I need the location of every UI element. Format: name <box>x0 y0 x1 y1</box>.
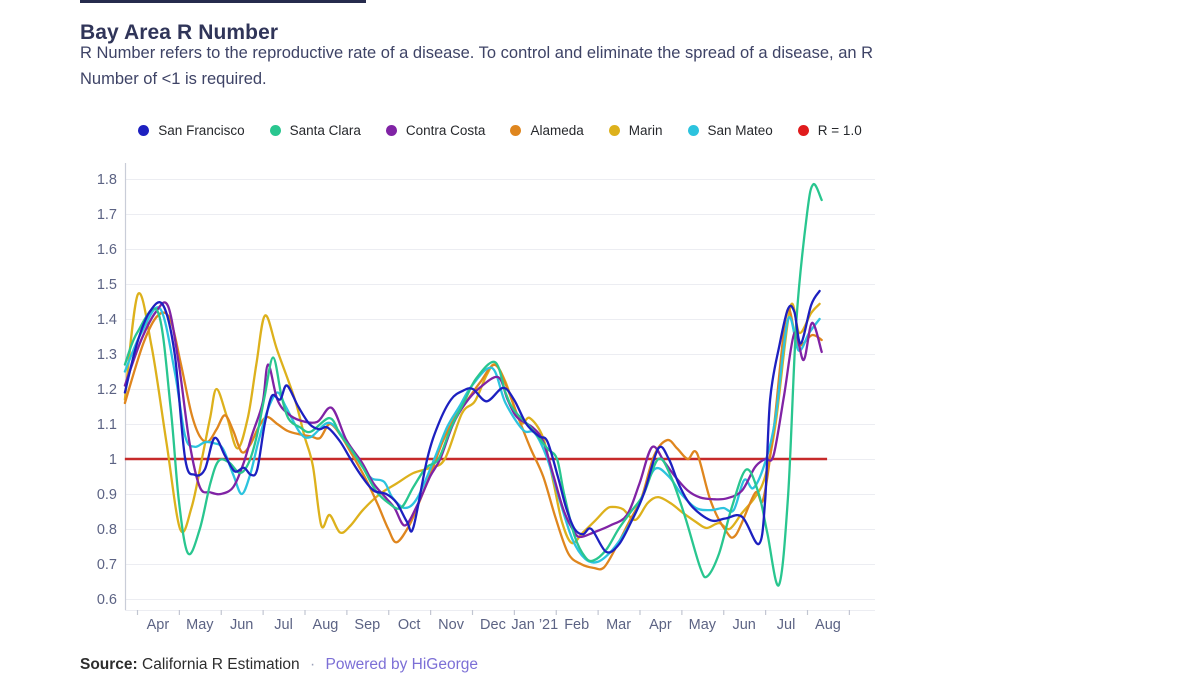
y-axis-label-1.7: 1.7 <box>97 207 117 223</box>
x-axis-label-aug: Aug <box>313 617 339 633</box>
y-axis-label-1.2: 1.2 <box>97 382 117 398</box>
series-line-san-mateo[interactable] <box>123 306 821 564</box>
x-axis-label-oct: Oct <box>398 617 421 633</box>
page-description-line-1: R Number refers to the reproductive rate… <box>80 44 874 62</box>
y-axis-label-0.7: 0.7 <box>97 557 117 573</box>
series-line-santa-clara[interactable] <box>123 183 823 587</box>
legend-label-alameda: Alameda <box>530 123 584 138</box>
y-axis-label-0.6: 0.6 <box>97 592 117 608</box>
legend-item-alameda[interactable]: Alameda <box>510 123 584 138</box>
x-axis-label-dec: Dec <box>480 617 506 633</box>
y-axis-label-1.5: 1.5 <box>97 277 117 293</box>
chart-legend: San Francisco Santa Clara Contra Costa Alam… <box>125 123 875 138</box>
x-axis-label-aug: Aug <box>815 617 841 633</box>
x-axis-label-nov: Nov <box>438 617 465 633</box>
legend-item-contra-costa[interactable]: Contra Costa <box>385 123 486 138</box>
legend-item-santa-clara[interactable]: Santa Clara <box>269 123 361 138</box>
clipped-element-top-edge <box>80 0 366 3</box>
x-axis-label-jun: Jun <box>732 617 755 633</box>
x-axis-label-jul: Jul <box>274 617 293 633</box>
y-axis-label-1.8: 1.8 <box>97 172 117 188</box>
page-description-line-2: Number of <1 is required. <box>80 70 267 88</box>
x-axis-label-mar: Mar <box>606 617 631 633</box>
x-axis-label-may: May <box>689 617 717 633</box>
x-axis-label-jun: Jun <box>230 617 253 633</box>
legend-item-san-mateo[interactable]: San Mateo <box>687 123 773 138</box>
page-title: Bay Area R Number <box>80 21 279 45</box>
source-label: Source: <box>80 656 138 673</box>
legend-dot-r-1-0 <box>797 125 809 136</box>
legend-label-contra-costa: Contra Costa <box>405 123 486 138</box>
legend-label-marin: Marin <box>628 123 663 138</box>
y-axis-label-0.9: 0.9 <box>97 487 117 503</box>
x-axis-label-feb: Feb <box>564 617 589 633</box>
legend-dot-contra-costa <box>385 125 397 136</box>
series-line-marin[interactable] <box>123 292 821 545</box>
series-line-alameda[interactable] <box>123 308 823 571</box>
legend-dot-san-mateo <box>687 125 699 136</box>
x-axis-label-sep: Sep <box>354 617 380 633</box>
x-axis-label-apr: Apr <box>649 617 672 633</box>
source-line: Source: California R Estimation · Powere… <box>80 656 478 674</box>
x-axis-label-may: May <box>186 617 214 633</box>
y-axis-label-1.3: 1.3 <box>97 347 117 363</box>
legend-label-san-francisco: San Francisco <box>158 123 245 138</box>
source-separator: · <box>310 656 316 673</box>
legend-item-marin[interactable]: Marin <box>608 123 663 138</box>
powered-by-link[interactable]: Powered by HiGeorge <box>325 656 478 673</box>
legend-dot-san-francisco <box>138 125 150 136</box>
legend-item-r-1-0[interactable]: R = 1.0 <box>797 123 862 138</box>
page-description: R Number refers to the reproductive rate… <box>80 40 873 92</box>
legend-dot-marin <box>608 125 620 136</box>
y-axis-label-0.8: 0.8 <box>97 522 117 538</box>
source-text: California R Estimation <box>142 656 300 673</box>
y-axis-label-1: 1 <box>109 452 117 468</box>
y-axis-label-1.1: 1.1 <box>97 417 117 433</box>
legend-dot-alameda <box>510 125 522 136</box>
y-axis-label-1.4: 1.4 <box>97 312 117 328</box>
legend-label-r-1-0: R = 1.0 <box>817 123 862 138</box>
x-axis-label-jan-21: Jan ’21 <box>511 617 558 633</box>
series-line-san-francisco[interactable] <box>123 289 821 554</box>
x-axis-label-apr: Apr <box>147 617 170 633</box>
legend-item-san-francisco[interactable]: San Francisco <box>138 123 245 138</box>
y-axis-label-1.6: 1.6 <box>97 242 117 258</box>
legend-label-san-mateo: San Mateo <box>707 123 773 138</box>
legend-label-santa-clara: Santa Clara <box>289 123 361 138</box>
x-axis-label-jul: Jul <box>777 617 796 633</box>
legend-dot-santa-clara <box>269 125 281 136</box>
